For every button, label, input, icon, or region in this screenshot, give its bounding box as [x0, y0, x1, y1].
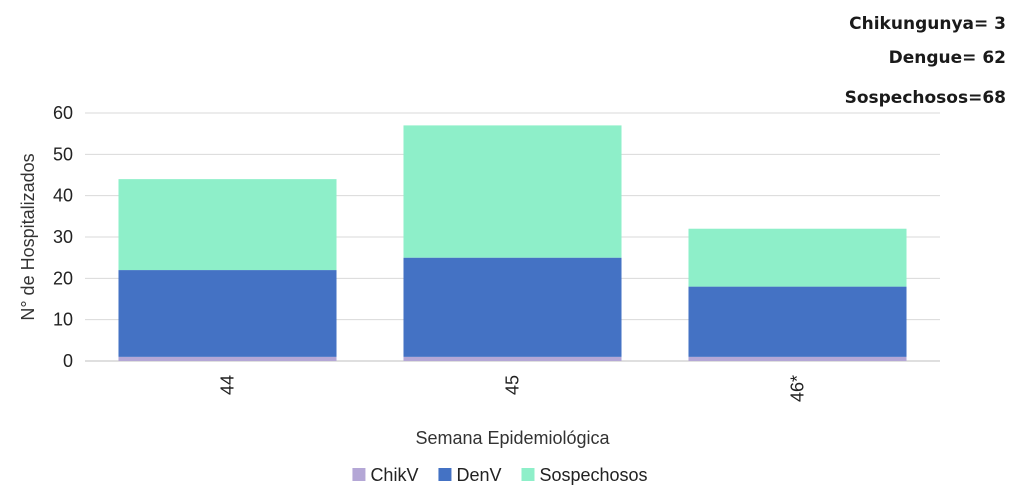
legend-swatch-denv: [438, 468, 452, 481]
bar-sospechosos-45: [403, 125, 622, 258]
y-tick-label: 0: [63, 351, 73, 371]
x-tick-label: 45: [503, 375, 523, 395]
x-axis-title: Semana Epidemiológica: [415, 428, 610, 448]
x-axis-ticks: 44 45 46*: [218, 375, 808, 402]
y-tick-label: 10: [53, 310, 73, 330]
legend-label-sospechosos: Sospechosos: [539, 465, 647, 485]
annotation-sospechosos: Sospechosos=68: [844, 88, 1006, 108]
legend-label-denv: DenV: [456, 465, 501, 485]
y-tick-label: 20: [53, 268, 73, 288]
bar-sospechosos-44: [118, 179, 337, 271]
bar-chikv-44: [118, 356, 337, 361]
bars: [118, 125, 907, 361]
y-tick-label: 30: [53, 227, 73, 247]
x-tick-label: 44: [218, 375, 238, 395]
legend-swatch-chikv: [352, 468, 366, 481]
bar-chikv-45: [403, 356, 622, 361]
bar-denv-44: [118, 270, 337, 357]
bar-denv-46star: [688, 286, 907, 357]
bar-sospechosos-46star: [688, 228, 907, 287]
y-axis-ticks: 0 10 20 30 40 50 60: [53, 103, 73, 371]
x-tick-label: 46*: [788, 375, 808, 402]
annotation-dengue: Dengue= 62: [888, 48, 1006, 68]
legend: ChikV DenV Sospechosos: [352, 465, 648, 485]
y-tick-label: 60: [53, 103, 73, 123]
annotation-chikungunya: Chikungunya= 3: [849, 14, 1006, 34]
y-tick-label: 40: [53, 186, 73, 206]
y-axis-title: N° de Hospitalizados: [18, 153, 38, 320]
bar-chikv-46star: [688, 356, 907, 361]
y-tick-label: 50: [53, 144, 73, 164]
bar-denv-45: [403, 257, 622, 357]
legend-swatch-sospechosos: [521, 468, 535, 481]
legend-label-chikv: ChikV: [370, 465, 418, 485]
